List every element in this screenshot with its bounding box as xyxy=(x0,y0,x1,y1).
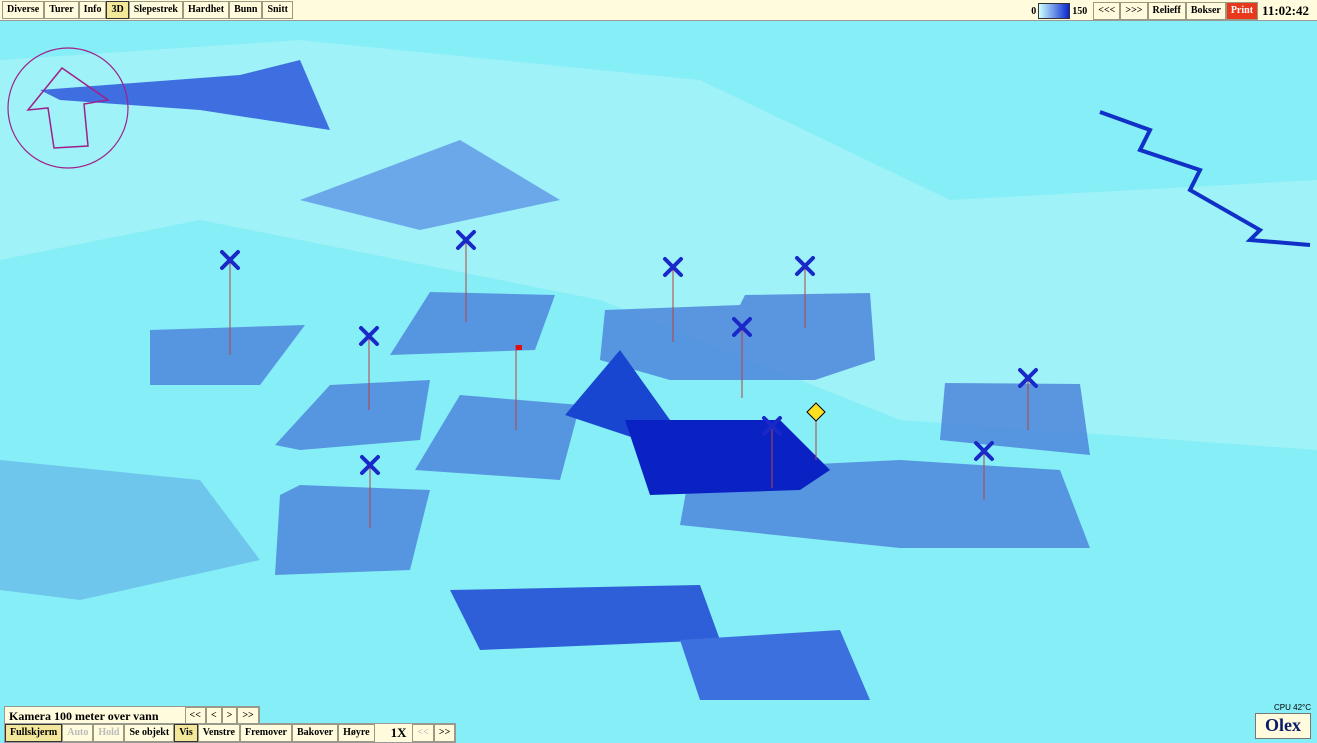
button[interactable]: << xyxy=(412,724,434,742)
button[interactable]: Fremover xyxy=(239,724,292,742)
button[interactable]: Slepestrek xyxy=(128,1,183,19)
depth-scale-min: 0 xyxy=(1031,5,1037,17)
camera-label: Kamera 100 meter over vann xyxy=(9,708,159,723)
button[interactable]: Snitt xyxy=(262,1,293,19)
button[interactable]: Høyre xyxy=(338,724,375,742)
marker-part xyxy=(1018,368,1038,388)
depth-scale-max: 150 xyxy=(1072,5,1088,17)
button[interactable]: Se objekt xyxy=(124,724,175,742)
logo: Olex xyxy=(1255,713,1311,739)
depth-scale-gradient xyxy=(1038,3,1071,19)
top-right-controls: 0 150 <<< >>> Relieff Bokser Print 11:02:42 xyxy=(1031,2,1313,20)
button[interactable]: Venstre xyxy=(197,724,240,742)
button[interactable]: Bakover xyxy=(291,724,339,742)
button[interactable]: Bunn xyxy=(229,1,263,19)
button: Hold xyxy=(93,724,125,742)
button[interactable]: Diverse xyxy=(2,1,45,19)
marker-part xyxy=(732,317,752,337)
marker-part xyxy=(974,441,994,461)
camera-bar: Kamera 100 meter over vann << < > >> xyxy=(4,706,260,726)
cpu-temperature: CPU 42°C xyxy=(1274,703,1311,712)
marker-part xyxy=(360,455,380,475)
button[interactable]: Vis xyxy=(174,724,198,742)
button[interactable]: >> xyxy=(433,724,456,742)
clock: 11:02:42 xyxy=(1262,3,1309,18)
button[interactable]: Print xyxy=(1225,2,1259,20)
marker-part xyxy=(220,250,240,270)
top-toolbar: Diverse Turer Info 3D Slepestrek Hardhet Bunn S… xyxy=(0,0,1317,21)
button: Auto xyxy=(62,724,94,742)
button[interactable]: Bokser xyxy=(1185,2,1226,20)
marker-part xyxy=(663,257,683,277)
button[interactable]: Info xyxy=(78,1,107,19)
speed: 1X xyxy=(390,725,407,740)
button[interactable]: 3D xyxy=(106,1,129,19)
marker-part xyxy=(762,416,782,436)
button[interactable]: Turer xyxy=(44,1,79,19)
button[interactable]: <<< xyxy=(1093,2,1121,20)
marker-part xyxy=(359,326,379,346)
button[interactable]: >>> xyxy=(1120,2,1148,20)
button[interactable]: Fullskjerm xyxy=(5,724,63,742)
marker-part xyxy=(456,230,476,250)
marker-part xyxy=(795,256,815,276)
bottom-toolbar: Fullskjerm Auto Hold Se objekt Vis Venstre Fre… xyxy=(4,723,457,743)
button[interactable]: Hardhet xyxy=(182,1,230,19)
markers xyxy=(220,230,1038,528)
button[interactable]: > xyxy=(221,707,238,725)
button[interactable]: Relieff xyxy=(1147,2,1186,20)
top-left-buttons: Diverse Turer Info 3D Slepestrek Hardhet Bunn S… xyxy=(0,0,295,21)
top-right-buttons: <<< >>> Relieff Bokser Print xyxy=(1093,2,1259,20)
